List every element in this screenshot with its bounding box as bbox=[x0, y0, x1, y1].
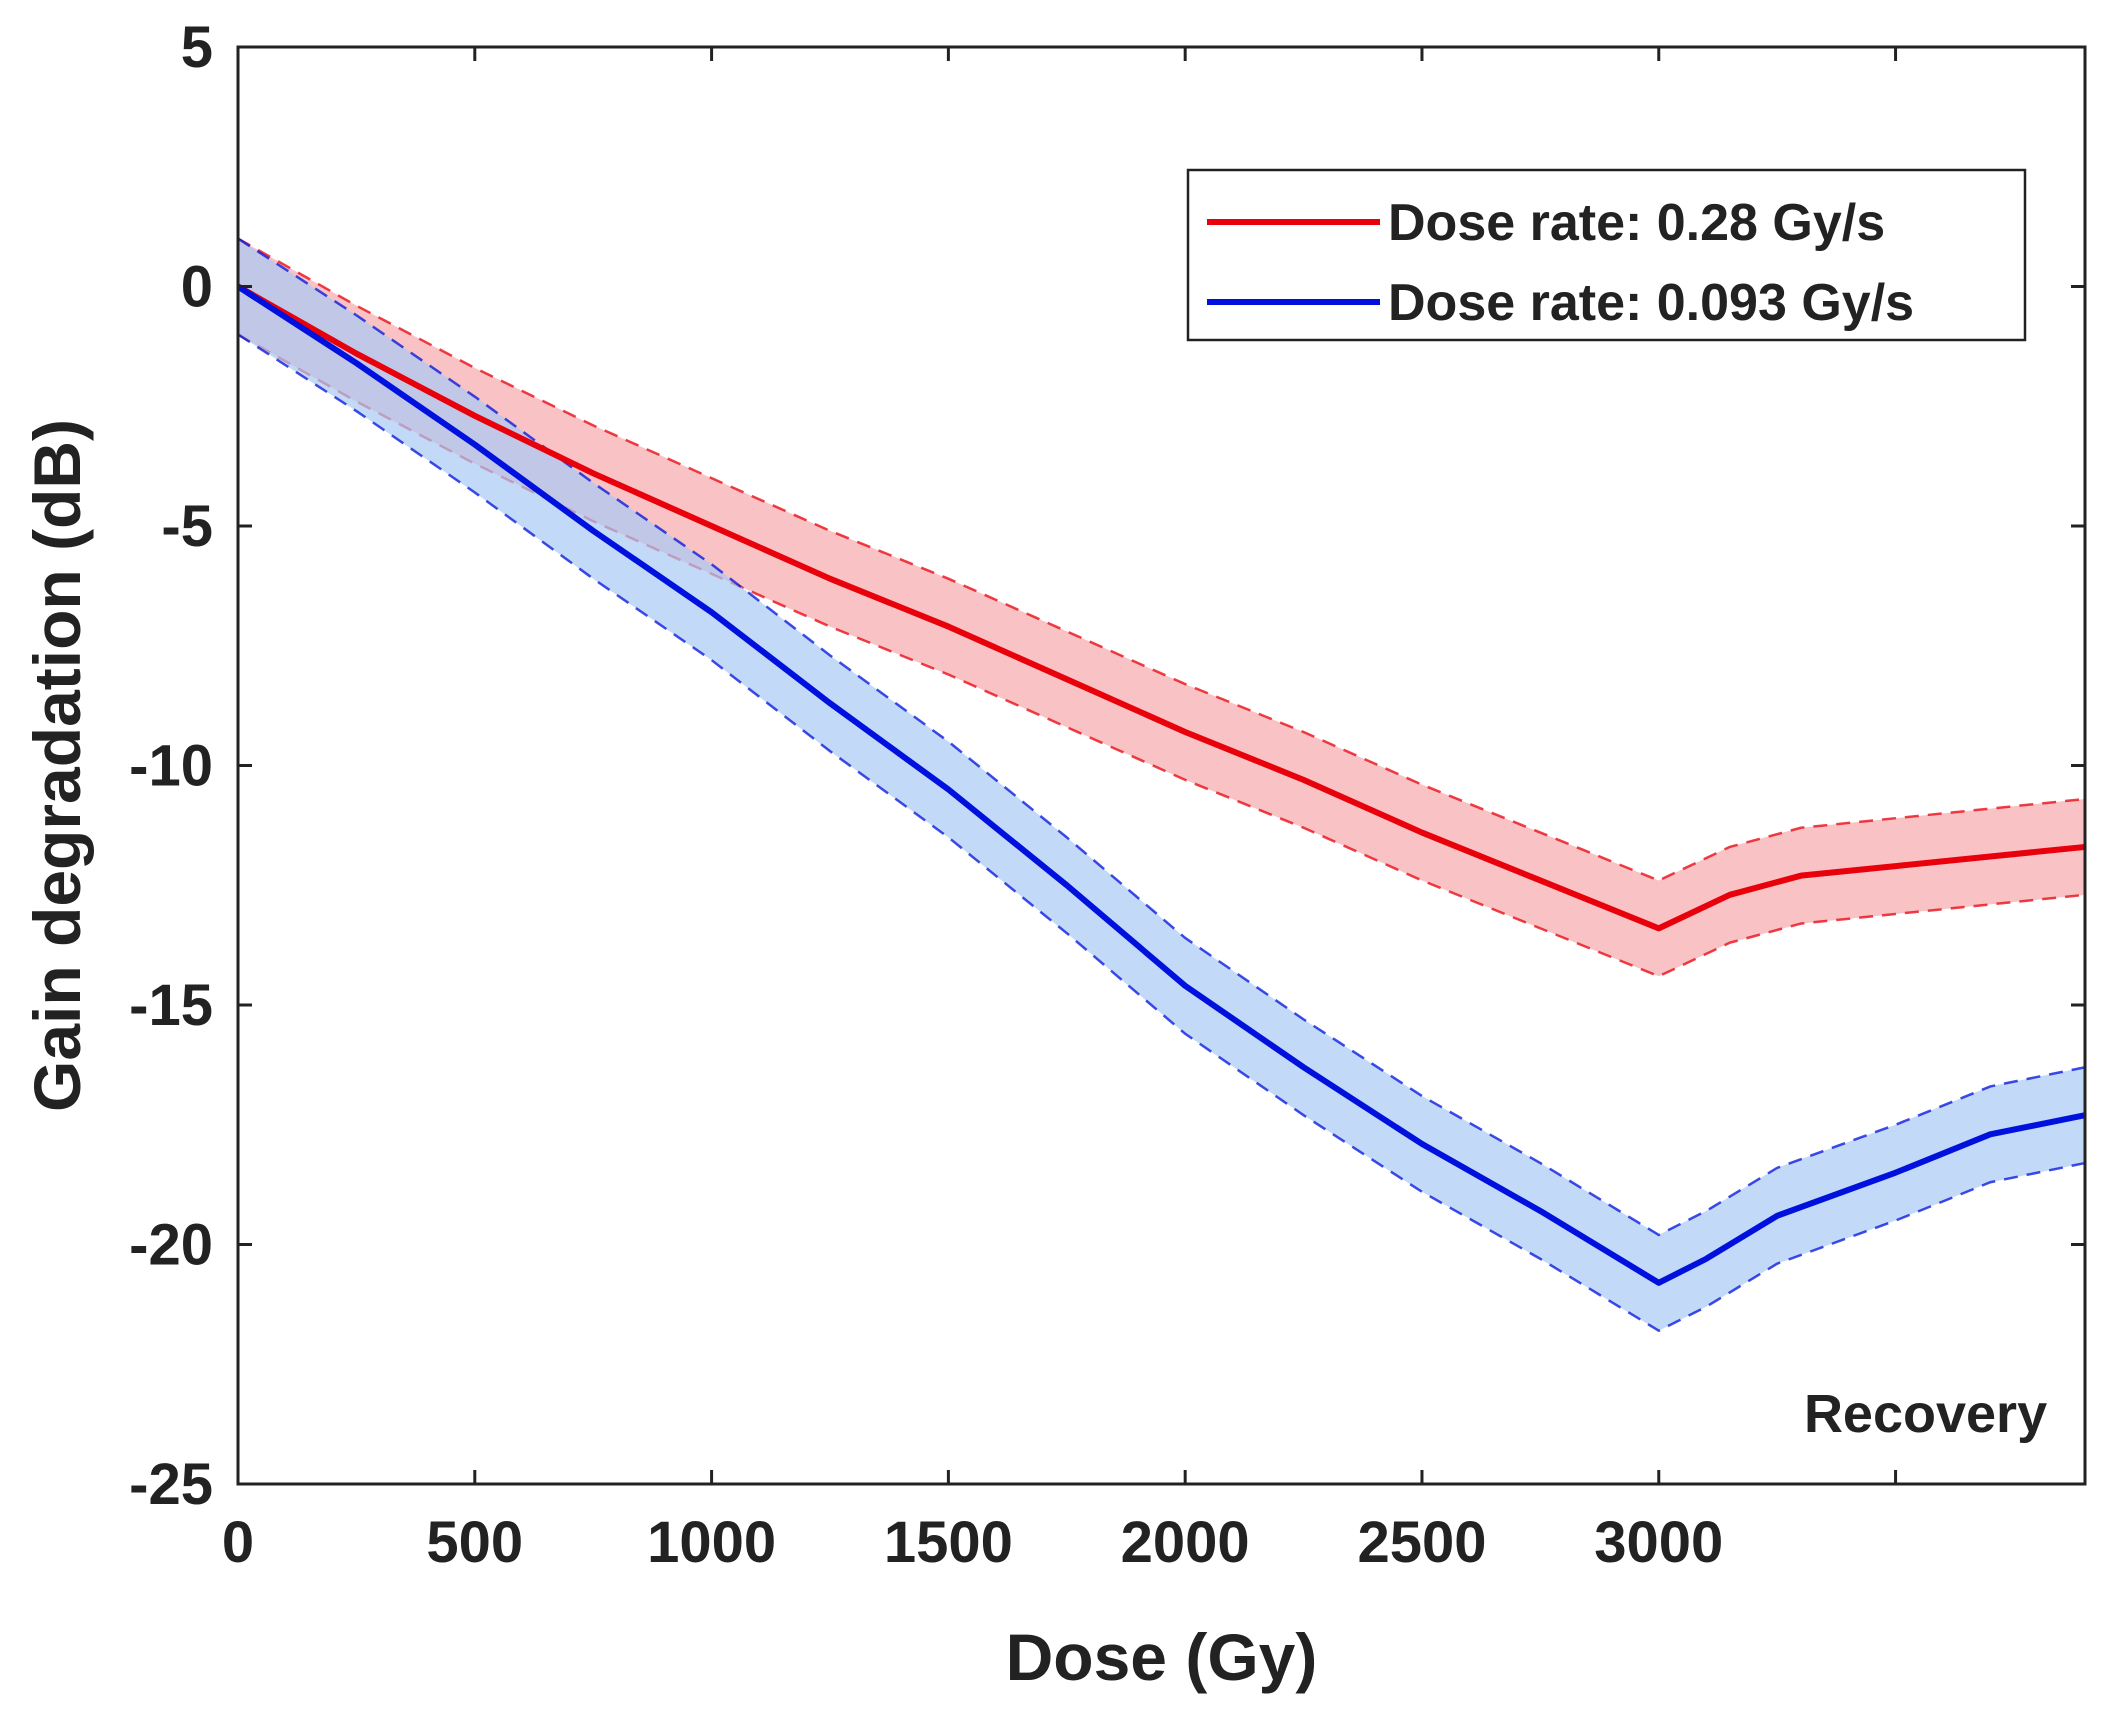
legend-label-red: Dose rate: 0.28 Gy/s bbox=[1388, 194, 1885, 252]
upper-bound-line-0 bbox=[237, 237, 2086, 882]
axis-ticks: 0 500 1000 1500 2000 2500 3000 5 0 -5 -10 -15 -20 -25 bbox=[129, 15, 2085, 1575]
y-tick-label-5: -20 bbox=[129, 1213, 213, 1278]
y-tick-label-0: 5 bbox=[181, 15, 213, 80]
recovery-annotation: Recovery bbox=[1804, 1384, 2047, 1444]
confidence-bands bbox=[237, 237, 2086, 1333]
x-axis-label: Dose (Gy) bbox=[1006, 1620, 1318, 1694]
x-tick-label-6: 3000 bbox=[1594, 1510, 1723, 1575]
x-tick-label-3: 1500 bbox=[884, 1510, 1013, 1575]
series-line-1 bbox=[236, 283, 2086, 1286]
confidence-band-0 bbox=[238, 238, 2085, 977]
x-tick-label-2: 1000 bbox=[647, 1510, 776, 1575]
y-tick-label-6: -25 bbox=[129, 1452, 213, 1517]
upper-bound-line-1 bbox=[237, 237, 2086, 1237]
series-line-0 bbox=[236, 283, 2086, 932]
y-tick-label-1: 0 bbox=[181, 255, 213, 320]
x-tick-label-1: 500 bbox=[426, 1510, 523, 1575]
y-tick-label-4: -15 bbox=[129, 973, 213, 1038]
y-tick-label-3: -10 bbox=[129, 734, 213, 799]
legend: Dose rate: 0.28 Gy/s Dose rate: 0.093 Gy… bbox=[1186, 168, 2027, 342]
y-tick-label-2: -5 bbox=[161, 494, 213, 559]
legend-box bbox=[1186, 168, 2027, 342]
legend-label-blue: Dose rate: 0.093 Gy/s bbox=[1388, 274, 1914, 332]
lower-bound-line-1 bbox=[237, 333, 2086, 1333]
series-lines bbox=[236, 283, 2086, 1286]
x-tick-label-5: 2500 bbox=[1357, 1510, 1486, 1575]
x-tick-label-0: 0 bbox=[222, 1510, 254, 1575]
x-tick-label-4: 2000 bbox=[1121, 1510, 1250, 1575]
y-axis-label: Gain degradation (dB) bbox=[20, 419, 94, 1112]
